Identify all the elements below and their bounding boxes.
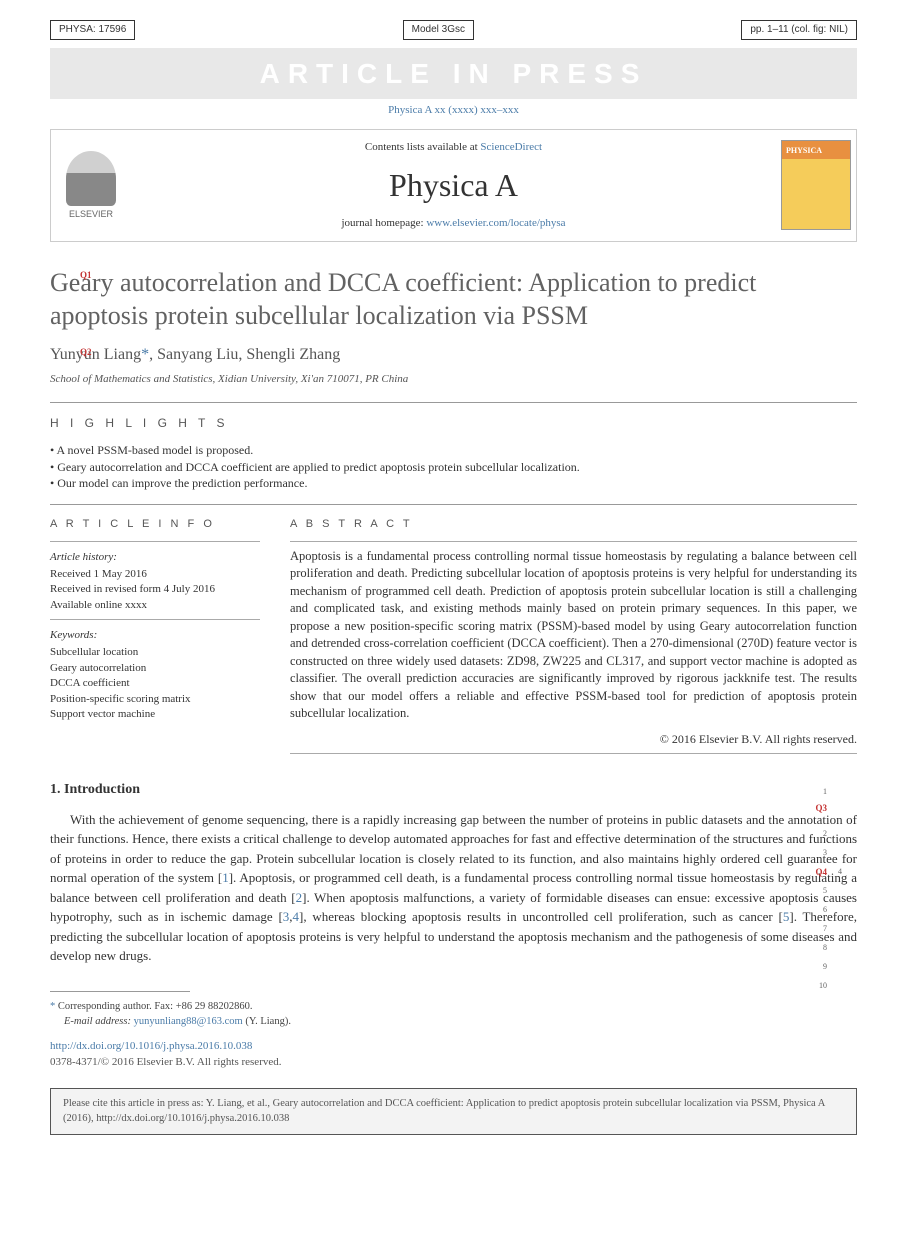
email-footnote: E-mail address: yunyunliang88@163.com (Y…: [50, 1015, 857, 1030]
line-number: 3: [823, 847, 827, 858]
journal-header-card: ELSEVIER Contents lists available at Sci…: [50, 129, 857, 243]
line-number: 10: [819, 980, 827, 991]
info-divider: [50, 541, 260, 542]
email-label: E-mail address:: [64, 1016, 134, 1027]
highlight-item: A novel PSSM-based model is proposed.: [50, 442, 857, 459]
line-number: 1: [823, 786, 827, 797]
elsevier-tree-icon: [66, 151, 116, 206]
available-date: Available online xxxx: [50, 598, 260, 613]
intro-paragraph: With the achievement of genome sequencin…: [50, 810, 857, 966]
header-center: Contents lists available at ScienceDirec…: [131, 130, 776, 242]
line-number: 6: [823, 904, 827, 915]
affiliation: School of Mathematics and Statistics, Xi…: [50, 372, 857, 387]
q4-marker: Q4: [815, 866, 827, 879]
homepage-line: journal homepage: www.elsevier.com/locat…: [141, 216, 766, 231]
author-email-link[interactable]: yunyunliang88@163.com: [134, 1016, 243, 1027]
keyword: Subcellular location: [50, 645, 260, 660]
author-list: Yunyun Liang*, Sanyang Liu, Shengli Zhan…: [50, 344, 857, 366]
footnote-star: *: [50, 1001, 55, 1012]
footnote-separator: [50, 991, 190, 992]
info-divider: [50, 619, 260, 620]
journal-cover-thumbnail: PHYSICA: [781, 140, 851, 230]
info-abstract-row: A R T I C L E I N F O Article history: R…: [50, 517, 857, 760]
line-number: 7: [823, 923, 827, 934]
para-text: ], whereas blocking apoptosis results in…: [299, 909, 783, 924]
keyword: Position-specific scoring matrix: [50, 692, 260, 707]
article-title: Geary autocorrelation and DCCA coefficie…: [50, 267, 857, 332]
divider: [50, 402, 857, 403]
keywords-label: Keywords:: [50, 628, 260, 643]
sciencedirect-link[interactable]: ScienceDirect: [480, 141, 542, 153]
abstract-copyright: © 2016 Elsevier B.V. All rights reserved…: [290, 731, 857, 748]
line-number: 8: [823, 942, 827, 953]
proof-top-bar: PHYSA: 17596 Model 3Gsc pp. 1–11 (col. f…: [50, 20, 857, 40]
journal-name: Physica A: [141, 163, 766, 208]
model-box: Model 3Gsc: [403, 20, 474, 40]
keyword: DCCA coefficient: [50, 676, 260, 691]
section-1-heading: 1. Introduction: [50, 780, 857, 800]
elsevier-logo: ELSEVIER: [51, 140, 131, 230]
abstract-text: Apoptosis is a fundamental process contr…: [290, 548, 857, 723]
history-label: Article history:: [50, 550, 260, 565]
author-1: Yunyun Liang: [50, 346, 141, 363]
revised-date: Received in revised form 4 July 2016: [50, 582, 260, 597]
abstract-divider: [290, 753, 857, 754]
article-info-column: A R T I C L E I N F O Article history: R…: [50, 517, 260, 760]
pages-box: pp. 1–11 (col. fig: NIL): [741, 20, 857, 40]
line-number: 2: [823, 828, 827, 839]
article-in-press-banner: ARTICLE IN PRESS: [50, 48, 857, 99]
corr-text: Corresponding author. Fax: +86 29 882028…: [58, 1001, 253, 1012]
q3-marker: Q3: [815, 802, 827, 815]
corresponding-star: *: [141, 346, 149, 363]
line-number: 4: [838, 866, 842, 877]
email-suffix: (Y. Liang).: [243, 1016, 291, 1027]
highlights-list: A novel PSSM-based model is proposed. Ge…: [50, 442, 857, 492]
corresponding-author-footnote: * Corresponding author. Fax: +86 29 8820…: [50, 1000, 857, 1015]
divider: [50, 504, 857, 505]
elsevier-text: ELSEVIER: [69, 208, 113, 221]
homepage-link[interactable]: www.elsevier.com/locate/physa: [426, 217, 565, 229]
journal-reference: Physica A xx (xxxx) xxx–xxx: [50, 99, 857, 128]
keyword: Geary autocorrelation: [50, 661, 260, 676]
highlights-label: H I G H L I G H T S: [50, 415, 857, 432]
doi-link[interactable]: http://dx.doi.org/10.1016/j.physa.2016.1…: [50, 1039, 857, 1054]
line-number: 5: [823, 885, 827, 896]
cover-label: PHYSICA: [786, 145, 822, 156]
keyword: Support vector machine: [50, 707, 260, 722]
article-info-label: A R T I C L E I N F O: [50, 517, 260, 532]
highlight-item: Geary autocorrelation and DCCA coefficie…: [50, 459, 857, 476]
homepage-prefix: journal homepage:: [341, 217, 426, 229]
received-date: Received 1 May 2016: [50, 567, 260, 582]
physa-id-box: PHYSA: 17596: [50, 20, 135, 40]
abstract-label: A B S T R A C T: [290, 517, 857, 532]
q1-marker: Q1: [80, 269, 92, 282]
contents-available-line: Contents lists available at ScienceDirec…: [141, 140, 766, 155]
citation-box: Please cite this article in press as: Y.…: [50, 1088, 857, 1135]
q2-marker: Q2: [80, 346, 92, 359]
abstract-divider: [290, 541, 857, 542]
abstract-column: A B S T R A C T Apoptosis is a fundament…: [290, 517, 857, 760]
highlight-item: Our model can improve the prediction per…: [50, 475, 857, 492]
contents-prefix: Contents lists available at: [365, 141, 480, 153]
issn-copyright: 0378-4371/© 2016 Elsevier B.V. All right…: [50, 1055, 857, 1070]
authors-rest: , Sanyang Liu, Shengli Zhang: [149, 346, 340, 363]
line-number: 9: [823, 961, 827, 972]
